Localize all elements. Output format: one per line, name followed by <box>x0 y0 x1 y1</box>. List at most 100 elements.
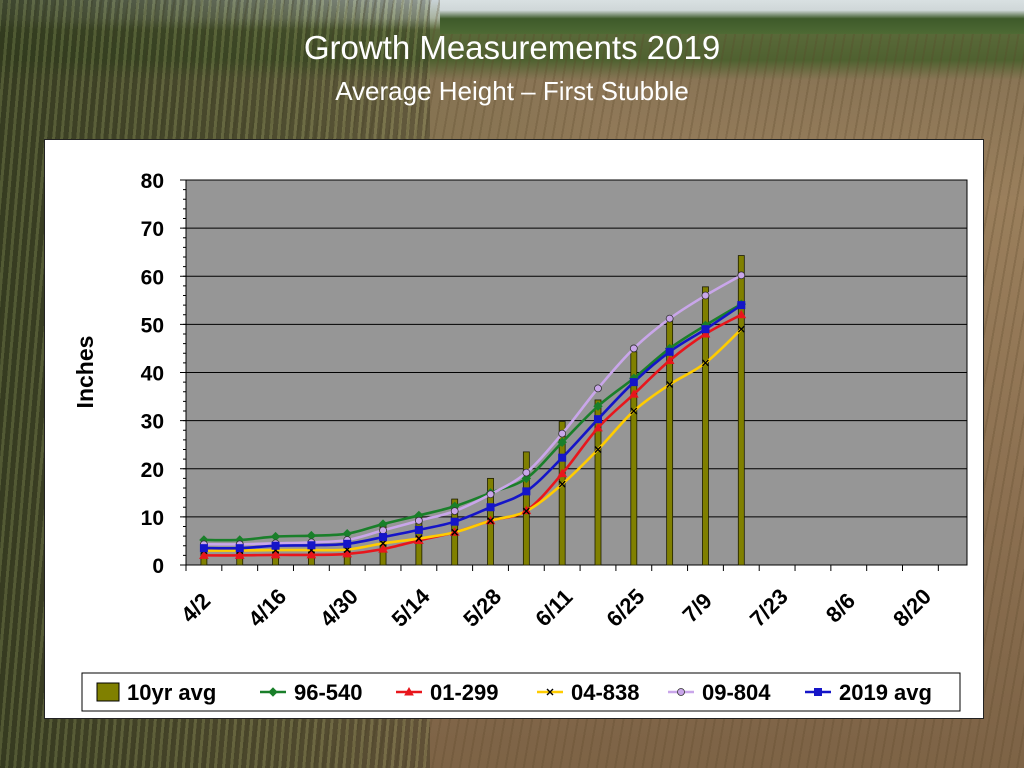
legend-label-01-299: 01-299 <box>430 680 499 705</box>
point-09-804 <box>701 291 710 300</box>
gridlines <box>186 179 967 518</box>
point-2019-avg <box>199 544 208 553</box>
y-tick-labels: 0 10 20 30 40 50 60 70 80 <box>141 170 164 578</box>
point-2019-avg <box>307 541 316 550</box>
y-tick-label: 50 <box>141 314 164 337</box>
point-09-804 <box>558 429 567 438</box>
point-09-804 <box>486 490 495 499</box>
point-01-299 <box>736 309 747 319</box>
point-01-299 <box>306 549 317 559</box>
point-01-299 <box>234 550 245 559</box>
point-96-540 <box>521 473 532 484</box>
point-04-838 <box>451 528 459 536</box>
y-axis-ticks <box>180 179 186 566</box>
slide-header: Growth Measurements 2019 Average Height … <box>0 28 1024 108</box>
point-2019-avg <box>271 541 280 550</box>
legend-label-96-540: 96-540 <box>294 680 363 705</box>
point-01-299 <box>270 549 281 559</box>
legend-label-09-804: 09-804 <box>702 680 771 705</box>
point-96-540 <box>557 437 567 447</box>
point-2019-avg <box>665 347 674 356</box>
slide-title: Growth Measurements 2019 <box>303 29 721 66</box>
point-2019-avg <box>450 517 459 526</box>
point-2019-avg <box>235 544 244 553</box>
line-series-04-838 <box>203 328 743 552</box>
bar-10yr-avg <box>702 286 709 566</box>
legend: 10yr avg 96-540 01-299 04-838 09-804 2019 avg <box>81 672 961 712</box>
point-01-299 <box>700 328 711 338</box>
y-tick-label: 30 <box>141 411 164 434</box>
point-01-299 <box>199 550 209 559</box>
y-tick-label: 0 <box>152 555 164 578</box>
x-tick-label: 4/2 <box>176 588 215 627</box>
legend-marker-09-804 <box>677 688 685 696</box>
chart-panel: 0 10 20 30 40 50 60 70 80 4/2 4/16 4/30 5/14 5/28 6/1… <box>44 139 984 719</box>
point-09-804 <box>450 507 459 516</box>
x-tick-label: 6/11 <box>530 584 577 631</box>
point-2019-avg <box>558 453 567 462</box>
point-04-838 <box>594 446 602 453</box>
x-tick-label: 6/25 <box>602 584 650 632</box>
x-tick-label: 8/20 <box>888 584 936 632</box>
point-09-804 <box>414 516 423 525</box>
point-2019-avg <box>414 525 423 534</box>
legend-label-10yr-avg: 10yr avg <box>127 680 216 705</box>
point-01-299 <box>664 355 675 364</box>
point-09-804 <box>522 468 531 477</box>
y-axis-label: Inches <box>72 336 98 409</box>
point-2019-avg <box>629 378 638 387</box>
point-2019-avg <box>522 487 531 496</box>
legend-marker-01-299 <box>404 686 414 696</box>
y-tick-label: 70 <box>141 218 164 241</box>
point-09-804 <box>379 526 387 535</box>
point-96-540 <box>593 401 603 411</box>
x-tick-label: 4/16 <box>243 584 291 632</box>
point-04-838 <box>558 480 566 488</box>
y-tick-label: 20 <box>141 459 164 482</box>
point-01-299 <box>628 389 639 398</box>
legend-marker-04-838 <box>546 688 554 696</box>
point-01-299 <box>342 548 353 558</box>
bar-10yr-avg <box>594 399 602 566</box>
line-series-group <box>203 274 743 557</box>
point-2019-avg <box>701 325 710 334</box>
x-tick-label: 7/9 <box>678 588 717 627</box>
legend-marker-2019-avg <box>814 688 822 696</box>
x-tick-label: 5/14 <box>387 583 435 631</box>
point-09-804 <box>737 271 746 280</box>
point-09-804 <box>594 384 602 393</box>
point-2019-avg <box>379 533 388 542</box>
x-tick-label: 4/30 <box>315 584 363 632</box>
y-tick-label: 80 <box>141 170 164 193</box>
point-01-299 <box>378 544 388 553</box>
point-09-804 <box>629 344 638 353</box>
marker-group <box>199 271 747 559</box>
x-axis-ticks <box>185 565 939 571</box>
point-2019-avg <box>593 415 602 424</box>
x-tick-label: 5/28 <box>458 584 506 632</box>
point-2019-avg <box>486 503 495 512</box>
point-01-299 <box>593 422 603 432</box>
point-04-838 <box>415 535 423 543</box>
point-04-838 <box>487 517 495 525</box>
line-series-09-804 <box>203 274 742 546</box>
x-tick-labels: 4/2 4/16 4/30 5/14 5/28 6/11 6/25 7/9 7/23 8/6 8/2… <box>176 583 936 631</box>
point-04-838 <box>379 539 387 547</box>
slide-subtitle: Average Height – First Stubble <box>335 76 689 106</box>
line-series-96-540 <box>203 303 742 542</box>
point-04-838 <box>522 507 530 515</box>
bar-10yr-avg <box>737 255 745 566</box>
legend-marker-96-540 <box>268 687 278 697</box>
x-tick-label: 8/6 <box>821 588 860 627</box>
y-tick-label: 60 <box>141 266 164 289</box>
point-2019-avg <box>737 301 746 310</box>
y-tick-label: 10 <box>141 507 164 530</box>
point-2019-avg <box>343 539 352 548</box>
point-04-838 <box>630 407 638 415</box>
background-treeline <box>440 0 1024 34</box>
point-01-299 <box>557 468 568 478</box>
point-09-804 <box>665 314 674 323</box>
legend-label-2019-avg: 2019 avg <box>839 680 932 705</box>
y-tick-label: 40 <box>141 363 164 386</box>
growth-chart: 0 10 20 30 40 50 60 70 80 4/2 4/16 4/30 5/14 5/28 6/1… <box>72 170 968 712</box>
